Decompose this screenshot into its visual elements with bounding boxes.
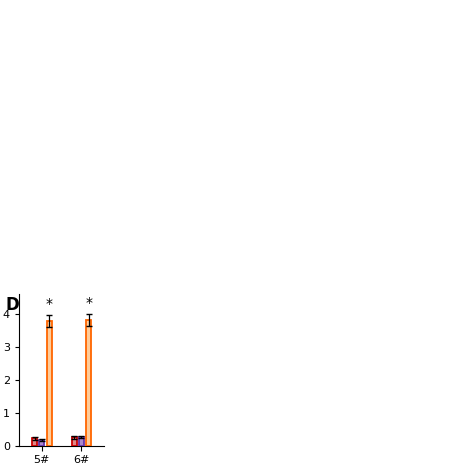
Bar [39,439,45,446]
Text: *: * [85,296,92,310]
Bar [46,321,52,446]
Bar [32,438,37,446]
Bar [86,320,91,446]
Text: D: D [5,295,19,313]
Text: *: * [46,297,53,311]
Bar [79,437,84,446]
Bar [72,438,77,446]
